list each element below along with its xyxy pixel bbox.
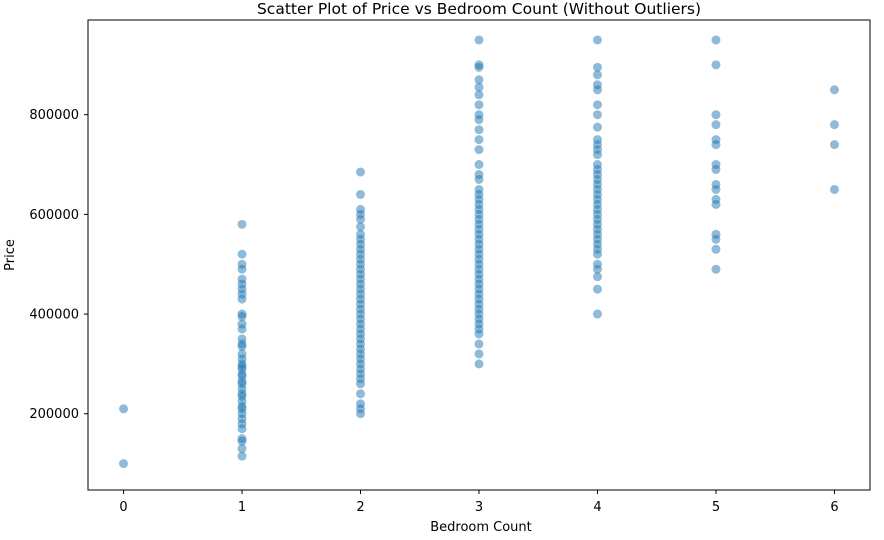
data-point	[237, 436, 247, 446]
data-point	[474, 90, 484, 100]
chart-title: Scatter Plot of Price vs Bedroom Count (…	[257, 0, 701, 18]
data-point	[237, 424, 247, 434]
x-tick-label: 2	[356, 500, 364, 515]
data-point	[474, 359, 484, 369]
data-point	[474, 329, 484, 339]
y-axis-label: Price	[3, 239, 18, 271]
data-point	[474, 115, 484, 125]
data-point	[356, 222, 366, 232]
data-point	[474, 100, 484, 110]
data-point	[592, 272, 602, 282]
data-point	[474, 160, 484, 170]
data-point	[237, 264, 247, 274]
data-point	[711, 264, 721, 274]
x-tick-label: 0	[119, 500, 127, 515]
data-point	[592, 62, 602, 72]
data-point	[474, 145, 484, 155]
data-point	[592, 150, 602, 160]
data-point	[237, 444, 247, 454]
data-point	[356, 214, 366, 224]
data-point	[237, 249, 247, 259]
data-point	[592, 249, 602, 259]
data-point	[711, 165, 721, 175]
x-axis-label: Bedroom Count	[430, 520, 532, 535]
data-point	[711, 184, 721, 194]
x-tick-label: 6	[830, 500, 838, 515]
data-point	[592, 284, 602, 294]
data-point	[711, 234, 721, 244]
data-point	[592, 264, 602, 274]
data-point	[711, 140, 721, 150]
data-point	[356, 379, 366, 389]
data-point	[474, 35, 484, 45]
data-point	[711, 199, 721, 209]
data-point	[711, 110, 721, 120]
x-tick-label: 3	[475, 500, 483, 515]
data-point	[592, 100, 602, 110]
data-point	[237, 219, 247, 229]
x-tick-label: 1	[238, 500, 246, 515]
data-point	[474, 75, 484, 85]
data-point	[119, 404, 129, 414]
data-point	[829, 85, 839, 95]
x-tick-label: 4	[593, 500, 601, 515]
data-point	[474, 125, 484, 135]
data-point	[474, 82, 484, 92]
data-point	[237, 341, 247, 351]
data-point	[592, 70, 602, 80]
data-point	[356, 189, 366, 199]
data-point	[474, 339, 484, 349]
y-axis-ticks: 200000 400000 600000 800000	[29, 108, 88, 422]
x-tick-label: 5	[712, 500, 720, 515]
data-point	[829, 120, 839, 130]
y-tick-label: 600000	[29, 208, 79, 223]
y-tick-label: 200000	[29, 407, 79, 422]
data-point	[356, 409, 366, 419]
data-point	[237, 312, 247, 322]
y-tick-label: 400000	[29, 308, 79, 323]
data-point	[474, 349, 484, 359]
data-point	[237, 451, 247, 461]
data-point	[119, 459, 129, 469]
data-point	[711, 35, 721, 45]
data-point	[356, 389, 366, 399]
data-point	[592, 122, 602, 132]
data-point	[592, 309, 602, 319]
data-point	[237, 324, 247, 334]
data-point	[592, 85, 602, 95]
data-points	[119, 35, 839, 469]
data-point	[711, 60, 721, 70]
data-point	[474, 135, 484, 145]
data-point	[356, 167, 366, 177]
data-point	[711, 120, 721, 130]
data-point	[592, 35, 602, 45]
data-point	[474, 62, 484, 72]
data-point	[237, 294, 247, 304]
data-point	[711, 244, 721, 254]
y-tick-label: 800000	[29, 108, 79, 123]
data-point	[829, 140, 839, 150]
data-point	[474, 174, 484, 184]
data-point	[829, 184, 839, 194]
data-point	[592, 110, 602, 120]
x-axis-ticks: 0 1 2 3 4 5 6	[119, 490, 839, 515]
